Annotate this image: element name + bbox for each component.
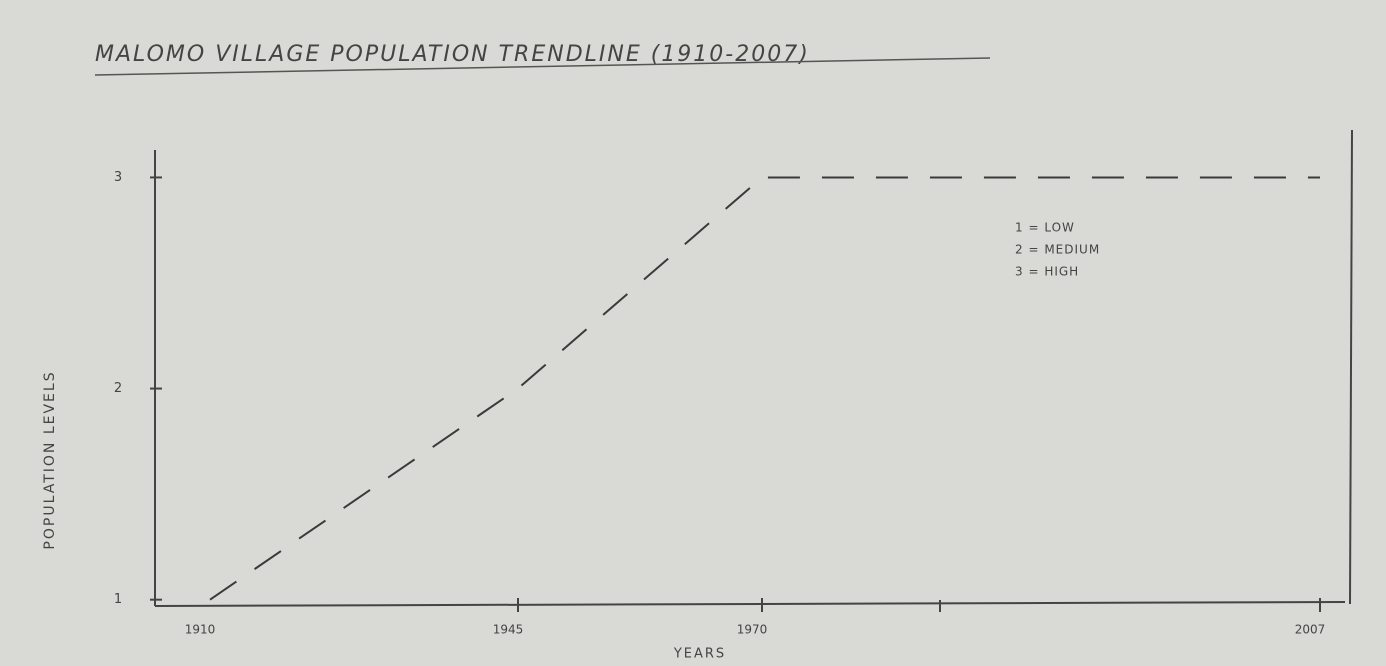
paper — [0, 0, 1386, 666]
page: MALOMO VILLAGE POPULATION TRENDLINE (191… — [0, 0, 1386, 666]
x-tick-label: 1970 — [737, 623, 768, 637]
x-tick-label: 2007 — [1295, 623, 1326, 637]
y-tick-label: 3 — [114, 170, 122, 185]
x-tick-label: 1910 — [185, 623, 216, 637]
y-tick-label: 2 — [114, 381, 122, 396]
x-tick-label: 1945 — [493, 623, 524, 637]
legend-entry: 1 = LOW — [1015, 221, 1075, 235]
x-axis-label: YEARS — [673, 647, 726, 662]
y-axis-label: POPULATION LEVELS — [42, 370, 58, 549]
chart: MALOMO VILLAGE POPULATION TRENDLINE (191… — [0, 0, 1386, 666]
y-tick-label: 1 — [114, 592, 122, 607]
legend-entry: 2 = MEDIUM — [1015, 243, 1100, 257]
legend-entry: 3 = HIGH — [1015, 265, 1079, 279]
